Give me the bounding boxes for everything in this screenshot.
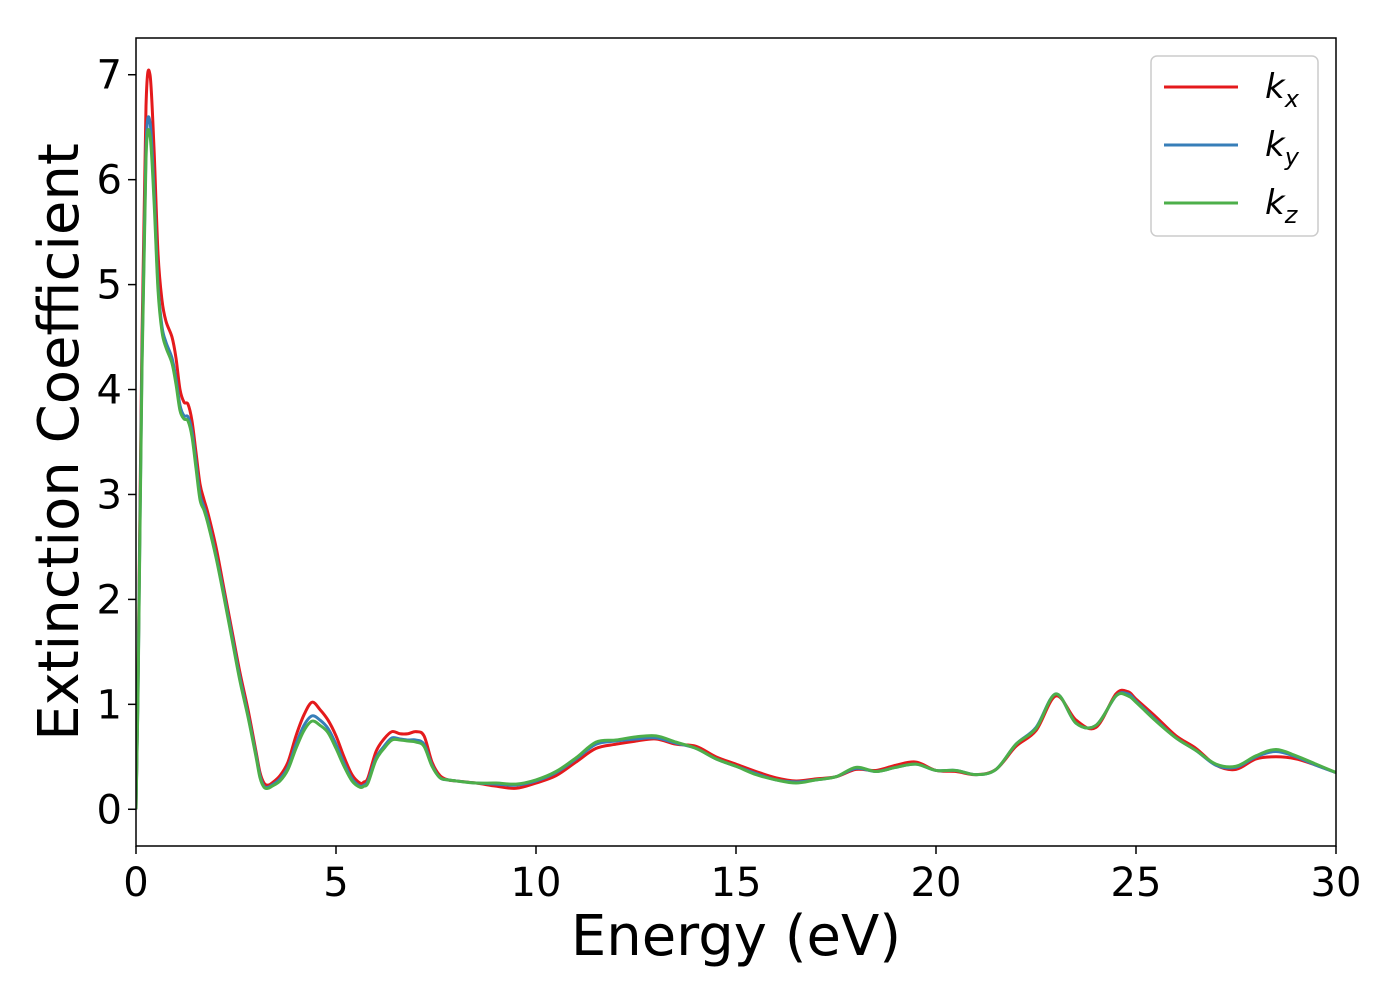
y-tick-label: 7 xyxy=(97,53,122,99)
y-tick-label: 3 xyxy=(97,472,122,518)
x-tick-label: 20 xyxy=(911,860,962,906)
y-tick-label: 6 xyxy=(97,158,122,204)
x-axis-ticks: 0 5 10 15 20 25 30 xyxy=(123,846,1361,906)
x-tick-label: 0 xyxy=(123,860,148,906)
x-tick-label: 25 xyxy=(1111,860,1162,906)
series-layer xyxy=(136,68,1336,810)
y-tick-label: 5 xyxy=(97,263,122,309)
x-tick-label: 10 xyxy=(511,860,562,906)
y-tick-label: 1 xyxy=(97,682,122,728)
x-tick-label: 30 xyxy=(1311,860,1362,906)
x-tick-label: 5 xyxy=(323,860,348,906)
series-line-x xyxy=(136,68,1336,810)
y-axis-ticks: 0 1 2 3 4 5 6 7 xyxy=(97,53,136,833)
y-tick-label: 4 xyxy=(97,368,122,414)
y-tick-label: 0 xyxy=(97,787,122,833)
x-axis-title: Energy (eV) xyxy=(571,904,901,969)
series-line-z xyxy=(136,128,1336,810)
y-axis-title: Extinction Coefficient xyxy=(27,143,92,741)
x-tick-label: 15 xyxy=(711,860,762,906)
y-tick-label: 2 xyxy=(97,577,122,623)
